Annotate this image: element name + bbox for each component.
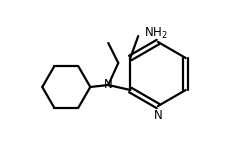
Text: N: N (154, 109, 162, 122)
Text: NH$_2$: NH$_2$ (144, 25, 168, 41)
Text: N: N (104, 78, 113, 90)
